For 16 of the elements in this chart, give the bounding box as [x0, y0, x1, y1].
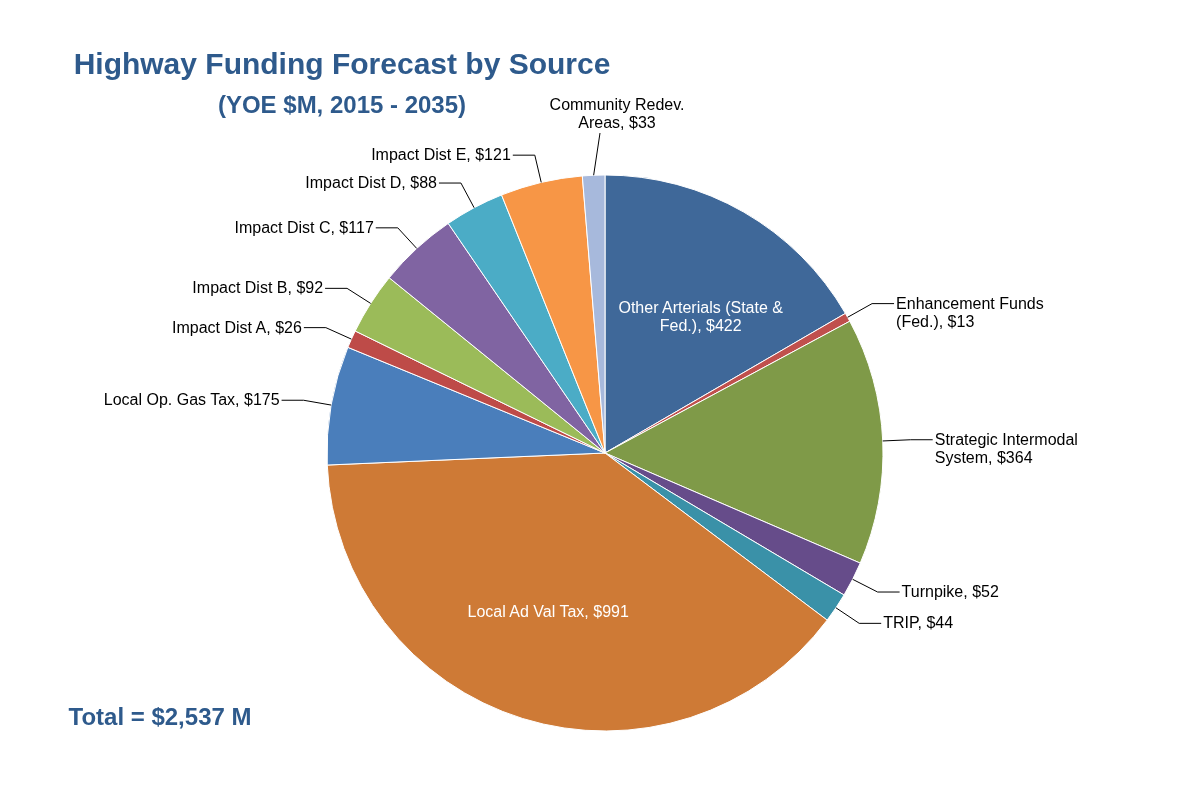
slice-label: Impact Dist A, $26 — [172, 318, 302, 336]
slice-label: Community Redev. Areas, $33 — [549, 96, 685, 131]
slice-label: TRIP, $44 — [883, 614, 954, 632]
slice-label: Other Arterials (State & Fed.), $422 — [618, 299, 784, 335]
slice-label: Impact Dist D, $88 — [305, 174, 438, 192]
slice-label: Impact Dist E, $121 — [371, 146, 511, 164]
slice-label: Strategic Intermodal System, $364 — [934, 430, 1078, 466]
slice-label: Impact Dist C, $117 — [234, 218, 374, 236]
slice-label: Enhancement Funds (Fed.), $13 — [896, 294, 1044, 330]
slice-label: Turnpike, $52 — [901, 583, 999, 601]
slice-label: Local Op. Gas Tax, $175 — [103, 391, 280, 409]
text: Total = $2,537 M — [68, 703, 252, 730]
chart-title: Highway Funding Forecast by Source — [73, 47, 611, 80]
slice-label: Impact Dist B, $92 — [192, 279, 324, 297]
slice-label: Local Ad Val Tax, $991 — [467, 603, 629, 621]
chart-subtitle: (YOE $M, 2015 - 2035) — [217, 91, 467, 118]
